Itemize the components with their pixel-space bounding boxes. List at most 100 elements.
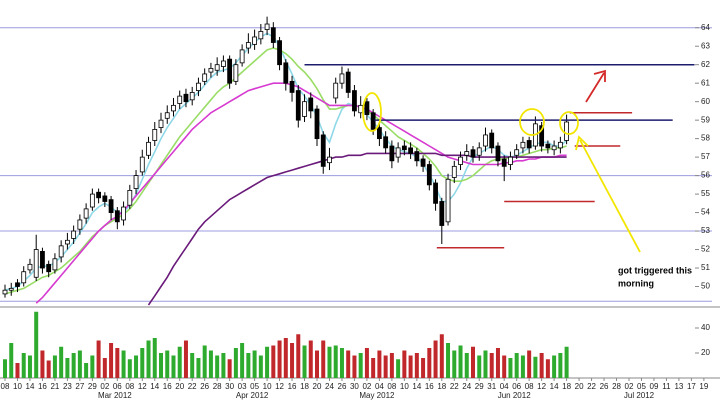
candle-body: [483, 134, 488, 147]
volume-bar: [533, 356, 538, 378]
x-tick-label: 14: [550, 382, 559, 391]
y-tick-label: 62: [701, 60, 710, 69]
y-tick-label: 60: [701, 97, 710, 106]
volume-bar: [389, 353, 394, 378]
candle-body: [15, 282, 20, 287]
candle-body: [339, 73, 345, 84]
x-tick-label: 18: [437, 382, 446, 391]
volume-bar: [321, 340, 326, 378]
volume-bar: [127, 359, 132, 378]
x-tick-label: 19: [699, 382, 708, 391]
candle-body: [383, 136, 389, 149]
arrowhead: [593, 69, 606, 82]
volume-bar: [421, 358, 426, 378]
volume-bar: [433, 340, 438, 378]
volume-bar: [396, 359, 401, 378]
y-tick-label: 57: [701, 152, 710, 161]
candle-body: [8, 287, 14, 291]
candle-body: [295, 90, 301, 121]
x-tick-label: 10: [13, 382, 22, 391]
volume-bar: [190, 353, 195, 378]
x-tick-label: 06: [113, 382, 122, 391]
volume-bar: [502, 355, 507, 378]
candle-body: [208, 67, 214, 73]
candle-body: [171, 104, 176, 112]
x-tick-label: 12: [537, 382, 546, 391]
x-tick-label: 20: [575, 382, 584, 391]
annotation-shapes: [362, 69, 641, 253]
volume-bar: [40, 350, 45, 378]
candle-body: [245, 42, 251, 49]
candle-body: [114, 210, 120, 223]
volume-bar: [558, 353, 563, 378]
volume-bar: [140, 348, 145, 378]
candle-body: [71, 230, 77, 239]
x-tick-label: 04: [375, 382, 384, 391]
candle-body: [220, 60, 226, 67]
arrow: [585, 72, 605, 103]
x-tick-label: 16: [38, 382, 47, 391]
volume-bar: [46, 360, 51, 378]
volume-bar: [489, 353, 494, 378]
x-tick-label: 27: [75, 382, 84, 391]
x-tick-label: 04: [500, 382, 509, 391]
volume-bar: [96, 340, 101, 378]
y-tick-label: 53: [701, 226, 710, 235]
candle-body: [364, 101, 370, 116]
candle-body: [470, 149, 476, 158]
candle-body: [58, 245, 64, 258]
volume-bar: [333, 345, 338, 378]
x-tick-label: 22: [587, 382, 596, 391]
volume-bar: [134, 355, 139, 378]
volume-bar: [265, 346, 270, 378]
volume-bar: [115, 348, 120, 378]
volume-bar: [327, 346, 332, 378]
volume-bar: [21, 353, 26, 378]
candle-body: [2, 289, 8, 295]
volume-bar: [208, 350, 213, 378]
candle-body: [21, 271, 27, 284]
candle-body: [514, 149, 520, 156]
candle-body: [389, 145, 395, 162]
volume-bar: [290, 343, 295, 378]
candle-body: [40, 250, 45, 269]
volume-bar: [364, 348, 369, 378]
x-tick-label: 02: [362, 382, 371, 391]
y-tick-label: 50: [701, 282, 710, 291]
month-label: Jun 2012: [498, 391, 531, 400]
volume-bar: [52, 355, 57, 378]
candle-body: [102, 195, 108, 202]
volume-bar: [177, 346, 182, 378]
volume-bar: [165, 350, 170, 378]
candle-body: [320, 134, 326, 167]
volume-bar: [215, 355, 220, 378]
y-tick-label: 58: [701, 134, 710, 143]
volume-bar: [171, 355, 176, 378]
x-tick-label: 26: [338, 382, 347, 391]
x-tick-label: 18: [300, 382, 309, 391]
y-tick-label: 64: [701, 23, 710, 32]
volume-bar: [59, 346, 64, 378]
x-tick-label: 16: [425, 382, 434, 391]
volume-bar: [109, 343, 114, 378]
volume-bar: [90, 355, 95, 378]
volume-bar: [233, 348, 238, 378]
volume-bar: [508, 358, 513, 378]
y-tick-label: 55: [701, 189, 710, 198]
x-tick-label: 30: [350, 382, 359, 391]
candle-body: [445, 178, 451, 223]
candle-body: [458, 156, 463, 165]
candle-body: [252, 36, 258, 45]
candle-body: [96, 191, 101, 199]
candle-body: [433, 182, 438, 204]
candle-body: [395, 147, 401, 158]
candle-body: [239, 49, 245, 64]
candle-body: [133, 175, 139, 189]
volume-bar: [258, 355, 263, 378]
candle-body: [370, 112, 376, 130]
annotation-text: morning: [618, 278, 654, 288]
x-tick-label: 06: [512, 382, 521, 391]
candle-body: [258, 31, 264, 40]
y-tick-label: 56: [701, 171, 710, 180]
